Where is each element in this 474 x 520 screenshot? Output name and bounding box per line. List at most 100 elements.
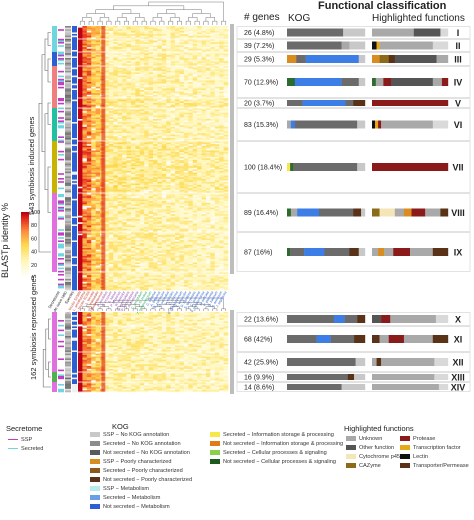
heatmap-cell — [82, 144, 88, 147]
heatmap-cell — [175, 29, 180, 32]
heatmap-cell — [210, 147, 216, 150]
heatmap-cell — [139, 122, 145, 125]
secretome-strip-cell — [58, 243, 64, 246]
heatmap-cell — [166, 181, 171, 184]
species-strip-cell — [72, 286, 77, 289]
heatmap-cell — [130, 126, 136, 129]
heatmap-cell — [91, 64, 96, 67]
heatmap-cell — [197, 122, 202, 125]
heatmap-cell — [108, 159, 114, 162]
heatmap-cell — [153, 202, 158, 205]
heatmap-cell — [175, 26, 180, 28]
heatmap-cell — [113, 125, 118, 128]
heatmap-cell — [153, 155, 158, 158]
denovo-ratio-strip-cell — [65, 30, 71, 33]
heatmap-cell — [197, 125, 202, 128]
heatmap-cell — [223, 125, 229, 128]
heatmap-cell — [210, 72, 216, 75]
heatmap-cell — [183, 120, 189, 123]
heatmap-cell — [108, 133, 114, 136]
heatmap-cell — [183, 141, 189, 143]
heatmap-cell — [122, 47, 127, 50]
secretome-strip-cell — [58, 238, 64, 241]
heatmap-cell — [108, 45, 114, 48]
heatmap-cell — [135, 53, 141, 56]
heatmap-cell — [108, 170, 114, 173]
heatmap-cell — [126, 74, 132, 76]
heatmap-cell — [161, 191, 167, 194]
heatmap-cell — [175, 109, 180, 112]
species-strip-cell — [72, 166, 77, 169]
heatmap-cell — [95, 52, 101, 54]
heatmap-cell — [197, 204, 202, 207]
heatmap-cell — [201, 117, 207, 120]
heatmap-cell — [183, 67, 189, 70]
heatmap-cell — [170, 119, 176, 121]
heatmap-cell — [197, 120, 202, 123]
heatmap-cell — [214, 217, 220, 220]
heatmap-cell — [201, 104, 207, 107]
heatmap-cell — [192, 30, 198, 33]
secretome-strip-cell — [58, 58, 64, 60]
heatmap-cell — [219, 183, 224, 186]
heatmap-cell — [108, 43, 114, 46]
heatmap-cell — [82, 134, 88, 137]
heatmap-cell — [179, 150, 185, 153]
heatmap-cell — [166, 178, 171, 181]
heatmap-cell — [117, 115, 123, 118]
species-strip-cell — [72, 32, 77, 35]
denovo-ratio-strip-cell — [65, 332, 71, 335]
heatmap-cell — [197, 142, 202, 145]
heatmap-cell — [91, 26, 96, 28]
heatmap-cell — [104, 177, 110, 180]
heatmap-cell — [214, 42, 220, 45]
heatmap-cell — [104, 80, 110, 83]
heatmap-cell — [104, 133, 110, 136]
heatmap-cell — [219, 174, 224, 176]
heatmap-cell — [86, 27, 92, 30]
heatmap-cell — [86, 123, 92, 126]
heatmap-cell — [201, 122, 207, 125]
heatmap-cell — [139, 56, 145, 59]
heatmap-cell — [95, 150, 101, 153]
heatmap-cell — [192, 122, 198, 125]
heatmap-cell — [82, 62, 88, 65]
secretome-strip-cell — [58, 278, 64, 281]
secretome-strip-cell — [58, 48, 64, 51]
dendrogram-branch — [159, 20, 165, 25]
heatmap-cell — [122, 166, 127, 169]
heatmap-cell — [161, 180, 167, 183]
heatmap-cell — [223, 50, 229, 53]
heatmap-cell — [205, 131, 211, 134]
heatmap-cell — [144, 29, 149, 32]
species-strip-cell — [72, 216, 77, 219]
heatmap-cell — [188, 188, 193, 191]
heatmap-cell — [223, 155, 229, 158]
heatmap-cell — [197, 67, 202, 70]
cluster-color-bar — [52, 232, 57, 272]
heatmap-cell — [175, 126, 180, 129]
heatmap-cell — [148, 193, 154, 195]
heatmap-cell — [153, 220, 158, 223]
heatmap-cell — [157, 144, 163, 147]
secretome-strip-cell — [58, 144, 64, 147]
heatmap-cell — [86, 177, 92, 180]
heatmap-cell — [197, 152, 202, 154]
heatmap-cell — [161, 74, 167, 76]
heatmap-cell — [78, 148, 83, 151]
heatmap-cell — [108, 220, 114, 223]
species-strip-cell — [72, 214, 77, 217]
heatmap-cell — [179, 133, 185, 136]
heatmap-cell — [135, 144, 141, 147]
heatmap-cell — [135, 189, 141, 192]
heatmap-cell — [139, 214, 145, 217]
heatmap-cell — [219, 156, 224, 159]
heatmap-cell — [201, 139, 207, 142]
heatmap-cell — [219, 164, 224, 167]
heatmap-cell — [78, 159, 83, 162]
heatmap-cell — [197, 112, 202, 115]
heatmap-cell — [223, 91, 229, 94]
heatmap-cell — [205, 130, 211, 132]
heatmap-cell — [179, 147, 185, 150]
heatmap-cell — [205, 220, 211, 223]
